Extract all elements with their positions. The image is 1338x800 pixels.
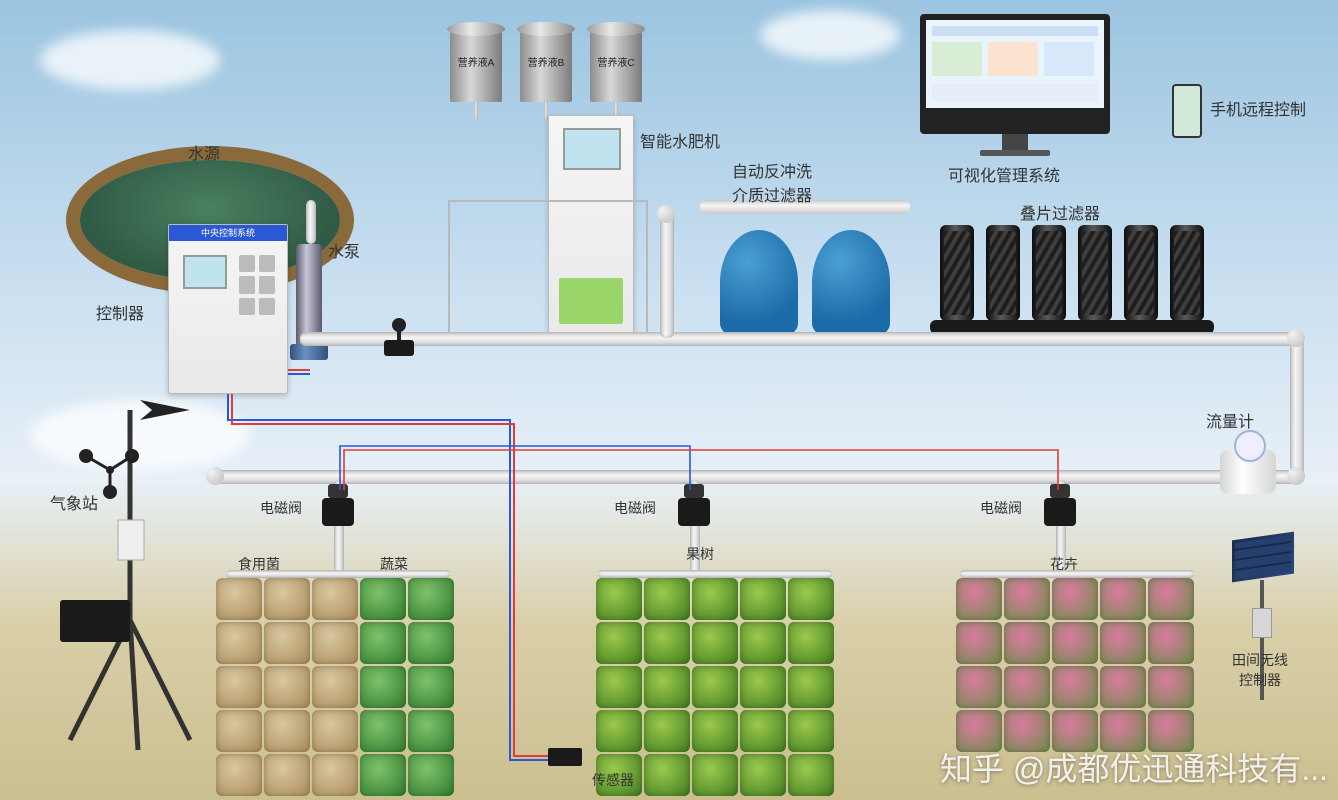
pump-label: 水泵 (328, 238, 360, 262)
media-filter-tank (812, 230, 890, 335)
riser-pipe (660, 208, 674, 338)
solenoid-valve (316, 490, 360, 530)
cloud (40, 30, 220, 90)
crop-block-flower (956, 578, 1194, 752)
management-monitor (920, 14, 1110, 134)
main-pipe-top (300, 332, 1295, 346)
fertigation-label: 智能水肥机 (640, 128, 720, 152)
controller-buttons (239, 255, 275, 315)
pond-pipe (306, 200, 316, 244)
sensor-box (548, 748, 582, 766)
disc-filter (1032, 225, 1066, 321)
field-controller-box (1252, 608, 1272, 638)
disc-filter (1078, 225, 1112, 321)
pipe-elbow (657, 205, 675, 223)
valve-label: 电磁阀 (614, 498, 656, 518)
solar-panel-icon (1232, 532, 1294, 583)
gate-valve (384, 318, 414, 358)
media-filter-tank (720, 230, 798, 335)
field-controller-label: 田间无线 控制器 (1232, 650, 1288, 690)
backwash-label: 自动反冲洗 介质过滤器 (732, 158, 812, 206)
pump-base (290, 344, 328, 360)
lateral-pipe (598, 570, 832, 578)
cloud (760, 10, 900, 60)
phone-label: 手机远程控制 (1210, 96, 1306, 120)
crop-block-vegetable (360, 578, 454, 796)
pipe-elbow (1287, 329, 1305, 347)
flow-meter (1220, 450, 1276, 494)
distribution-pipe (210, 470, 1304, 484)
crop-vegetable-label: 蔬菜 (380, 554, 408, 574)
nutrient-tank-b: 营养液B (520, 30, 572, 102)
management-label: 可视化管理系统 (948, 162, 1060, 186)
pipe-elbow (1287, 467, 1305, 485)
disc-filter (940, 225, 974, 321)
disc-filter (1124, 225, 1158, 321)
fertigation-frame (448, 200, 648, 338)
fertigation-screen (563, 128, 621, 170)
crop-mushroom-label: 食用菌 (238, 554, 280, 574)
nutrient-tank-a: 营养液A (450, 30, 502, 102)
crop-fruit-label: 果树 (686, 544, 714, 564)
monitor-screen (926, 20, 1104, 108)
valve-label: 电磁阀 (260, 498, 302, 518)
flow-meter-label: 流量计 (1206, 408, 1254, 432)
controller-header: 中央控制系统 (169, 225, 287, 241)
phone-icon (1172, 84, 1202, 138)
water-source-label: 水源 (188, 140, 220, 164)
crop-block-fruit_tree (596, 578, 834, 796)
controller-label: 控制器 (96, 300, 144, 324)
sensor-label: 传感器 (592, 770, 634, 790)
crop-flower-label: 花卉 (1050, 554, 1078, 574)
controller-screen (183, 255, 227, 289)
nutrient-tank-c: 营养液C (590, 30, 642, 102)
solenoid-valve (672, 490, 716, 530)
main-pipe-drop (1290, 332, 1304, 477)
valve-label: 电磁阀 (980, 498, 1022, 518)
watermark: 知乎 @成都优迅通科技有... (940, 744, 1328, 790)
disc-filter-label: 叠片过滤器 (1020, 200, 1100, 224)
disc-filter (1170, 225, 1204, 321)
tank-pipe (474, 100, 478, 120)
disc-filter (986, 225, 1020, 321)
solenoid-valve (1038, 490, 1082, 530)
crop-block-mushroom (216, 578, 358, 796)
weather-station-icon (30, 360, 230, 760)
